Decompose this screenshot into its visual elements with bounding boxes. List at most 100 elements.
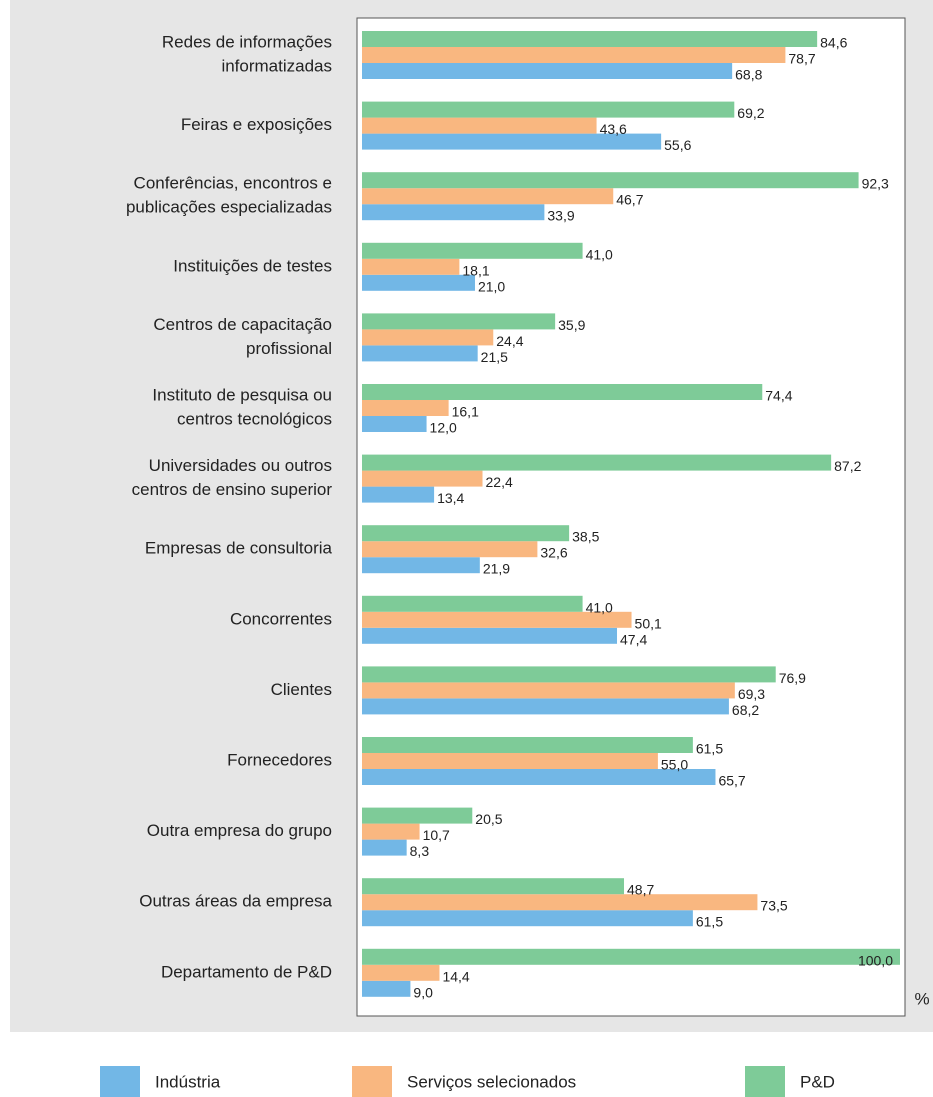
bar [362,329,494,346]
value-label: 65,7 [718,773,745,789]
value-label: 38,5 [572,529,599,545]
value-label: 92,3 [862,176,889,192]
value-label: 50,1 [635,615,662,631]
bar [362,611,632,628]
value-label: 35,9 [558,317,585,333]
value-label: 8,3 [410,843,430,859]
bar [362,557,480,574]
bar [362,666,776,683]
value-label: 13,4 [437,490,464,506]
bar [362,133,662,150]
bar [362,63,733,79]
bar [362,345,478,362]
bar [362,313,556,330]
value-label: 69,3 [738,686,765,702]
value-label: 24,4 [496,333,523,349]
y-tick-label: Outras áreas da empresa [139,892,332,911]
value-label: 22,4 [486,474,513,490]
y-tick-label: Feiras e exposições [181,115,332,134]
value-label: 76,9 [779,670,806,686]
y-tick-label: Conferências, encontros e [134,174,332,193]
bar [362,894,758,911]
bar [362,682,735,699]
y-tick-label: Departamento de P&D [161,962,332,981]
bar [362,839,407,856]
bar [362,948,900,965]
value-label: 43,6 [600,121,627,137]
value-label: 20,5 [475,811,502,827]
legend-label: Indústria [155,1072,221,1091]
bar [362,980,411,997]
bar [362,753,658,769]
bar [362,470,483,487]
bar [362,416,427,432]
value-label: 61,5 [696,741,723,757]
y-tick-label: profissional [246,339,332,358]
value-label: 9,0 [413,984,433,1000]
y-tick-label: Clientes [271,680,332,699]
bar [362,172,859,189]
legend-label: P&D [800,1072,835,1091]
y-tick-label: Outra empresa do grupo [147,821,332,840]
value-label: 41,0 [586,246,613,262]
bar [362,823,420,840]
y-tick-label: Universidades ou outros [149,456,332,475]
y-tick-label: Redes de informações [162,32,332,51]
value-label: 32,6 [540,545,567,561]
value-label: 46,7 [616,192,643,208]
bar [362,47,786,63]
value-label: 78,7 [788,51,815,67]
legend-label: Serviços selecionados [407,1072,576,1091]
value-label: 21,0 [478,278,505,294]
value-label: 47,4 [620,631,647,647]
plot-area [356,17,906,1017]
value-label: 16,1 [452,404,479,420]
bar [362,525,570,542]
y-tick-label: Concorrentes [230,609,332,628]
legend-swatch [352,1066,392,1097]
value-label: 21,5 [481,349,508,365]
value-label: 68,2 [732,702,759,718]
bar [362,117,597,134]
value-label: 48,7 [627,882,654,898]
bar [362,242,583,259]
bar [362,910,693,927]
bar [362,31,818,47]
legend-swatch [100,1066,140,1097]
y-tick-label: Instituto de pesquisa ou [152,385,332,404]
legend-swatch [745,1066,785,1097]
value-label: 100,0 [858,952,893,968]
value-label: 84,6 [820,35,847,51]
bar [362,627,618,644]
y-tick-label: centros tecnológicos [177,409,332,428]
value-label: 41,0 [586,599,613,615]
bar [362,807,473,824]
y-tick-label: publicações especializadas [126,198,332,217]
bar [362,964,440,981]
value-label: 73,5 [760,898,787,914]
value-label: 55,6 [664,137,691,153]
bar [362,595,583,612]
bar [362,486,435,503]
value-label: 21,9 [483,561,510,577]
value-label: 74,4 [765,388,792,404]
value-label: 55,0 [661,757,688,773]
bar [362,400,449,416]
bar [362,274,475,291]
x-axis-label: % [914,989,929,1008]
y-tick-label: Centros de capacitação [153,315,332,334]
value-label: 68,8 [735,67,762,83]
bar [362,384,763,400]
y-tick-label: Empresas de consultoria [145,539,333,558]
value-label: 10,7 [423,827,450,843]
value-label: 87,2 [834,458,861,474]
bar [362,101,735,118]
bar [362,878,625,895]
bar [362,541,538,558]
y-tick-label: informatizadas [221,56,332,75]
bar [362,737,693,753]
y-tick-label: Instituições de testes [173,256,332,275]
y-tick-label: Fornecedores [227,750,332,769]
value-label: 14,4 [442,968,469,984]
